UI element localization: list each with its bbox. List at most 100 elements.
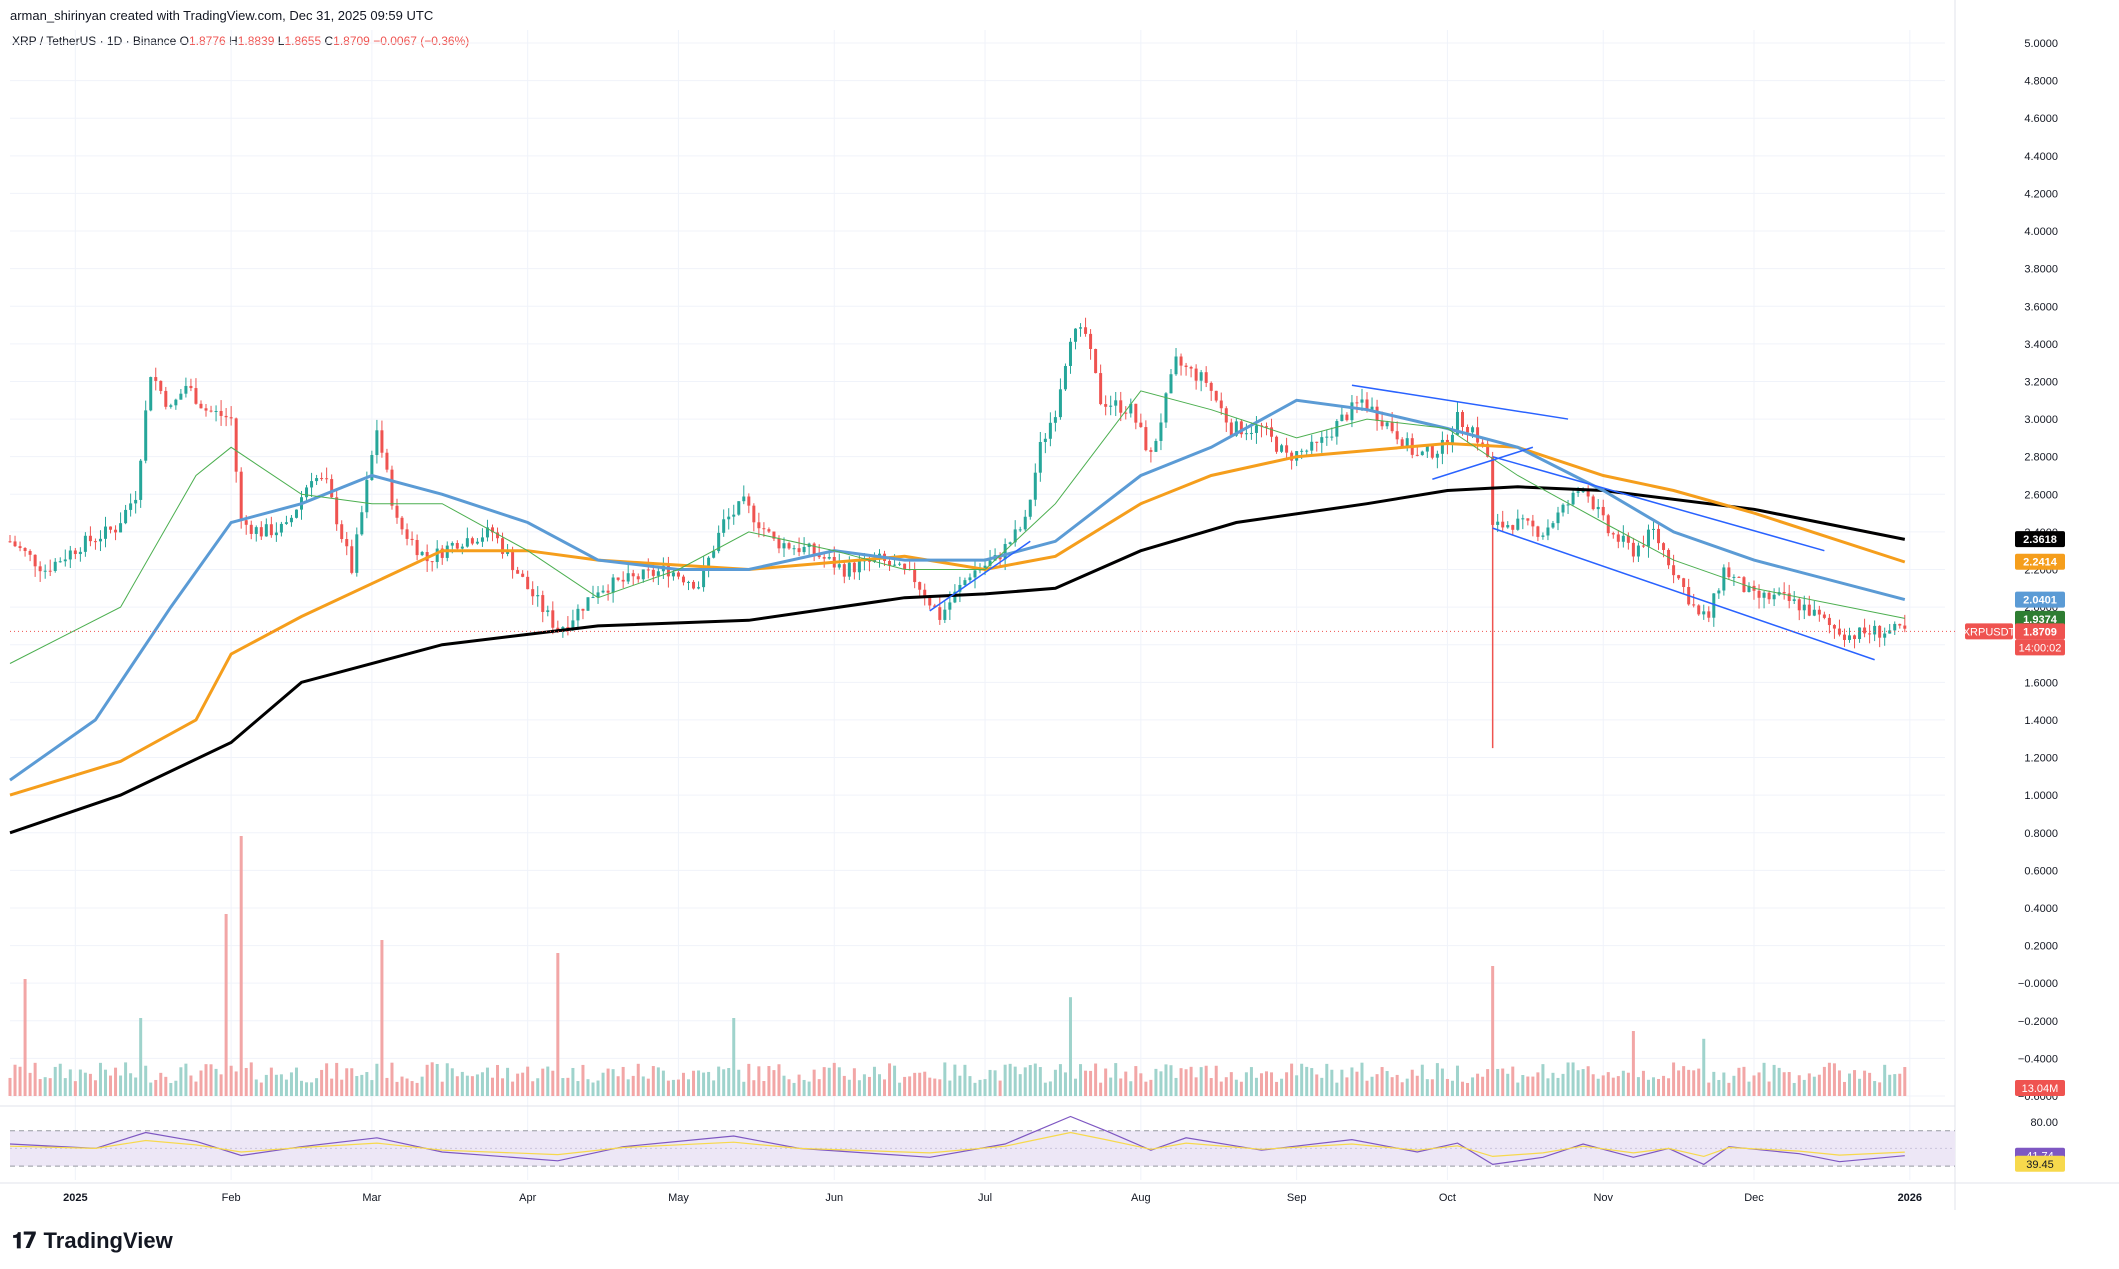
volume-bar xyxy=(345,1068,349,1096)
volume-bar xyxy=(692,1070,696,1096)
rsi-ma-line xyxy=(9,1131,1905,1158)
volume-bar xyxy=(1315,1074,1319,1096)
candle-body xyxy=(1405,438,1409,448)
candle-body xyxy=(134,499,138,504)
price-tick-label: 3.0000 xyxy=(2024,414,2058,426)
volume-bar xyxy=(998,1080,1002,1096)
candle-body xyxy=(1455,412,1459,435)
volume-bar xyxy=(1270,1072,1274,1096)
candle-body xyxy=(1179,356,1183,366)
candle-body xyxy=(1335,421,1339,437)
volume-bar xyxy=(305,1082,309,1096)
candle-body xyxy=(707,557,711,568)
price-axis-badge-label: 2.0401 xyxy=(2023,595,2057,607)
volume-bar xyxy=(189,1075,193,1096)
volume-bar xyxy=(1094,1063,1098,1096)
candle-body xyxy=(837,564,841,568)
candle-body xyxy=(1425,445,1429,452)
volume-bar xyxy=(516,1073,520,1096)
candle-body xyxy=(1651,528,1655,530)
volume-bar xyxy=(752,1080,756,1096)
candle-body xyxy=(762,528,766,530)
volume-bar xyxy=(1611,1077,1615,1096)
volume-bar xyxy=(1626,1072,1630,1096)
volume-bar xyxy=(1792,1082,1796,1096)
volume-bar xyxy=(1516,1082,1520,1096)
volume-bar xyxy=(219,1074,223,1096)
candle-body xyxy=(692,581,696,589)
candle-body xyxy=(1074,328,1078,342)
volume-bar xyxy=(1199,1067,1203,1096)
candle-body xyxy=(1380,420,1384,427)
time-tick-label: Feb xyxy=(222,1192,241,1204)
volume-bar xyxy=(1365,1080,1369,1096)
volume-bar xyxy=(33,1062,37,1096)
volume-bar xyxy=(58,1063,62,1096)
volume-bar xyxy=(787,1079,791,1096)
volume-bar xyxy=(1707,1082,1711,1096)
volume-bar xyxy=(78,1069,82,1096)
volume-bar xyxy=(1194,1077,1198,1096)
volume-bar xyxy=(1385,1071,1389,1096)
volume-bar xyxy=(757,1066,761,1096)
candle-body xyxy=(1898,623,1902,626)
candle-body xyxy=(1320,437,1324,443)
price-tick-label: 3.6000 xyxy=(2024,301,2058,313)
candle-body xyxy=(1571,492,1575,505)
volume-bar xyxy=(1712,1071,1716,1096)
volume-bar xyxy=(1646,1079,1650,1096)
candle-body xyxy=(405,529,409,539)
volume-bar xyxy=(1742,1066,1746,1096)
candle-body xyxy=(958,584,962,592)
time-tick-label: Sep xyxy=(1287,1192,1307,1204)
candle-body xyxy=(812,543,816,555)
candle-body xyxy=(289,517,293,523)
volume-bar xyxy=(284,1079,288,1096)
tradingview-brand[interactable]: 𝟏𝟳 TradingView xyxy=(12,1228,173,1254)
volume-bar xyxy=(1777,1067,1781,1096)
volume-bar xyxy=(1280,1078,1284,1096)
price-tick-label: −0.0000 xyxy=(2018,978,2058,990)
candle-body xyxy=(1546,527,1550,536)
candle-body xyxy=(415,539,419,556)
volume-bar xyxy=(576,1081,580,1096)
price-axis-badge xyxy=(2015,531,2065,548)
volume-bar xyxy=(1450,1080,1454,1096)
price-tick-label: 4.8000 xyxy=(2024,76,2058,88)
time-tick-label: Nov xyxy=(1593,1192,1613,1204)
trend-line xyxy=(1492,455,1825,552)
candle-body xyxy=(465,538,469,547)
volume-bar xyxy=(1129,1081,1133,1096)
volume-bar xyxy=(23,979,27,1096)
volume-bar xyxy=(114,1067,118,1096)
volume-bar xyxy=(978,1079,982,1096)
candle-body xyxy=(1616,534,1620,542)
candle-body xyxy=(1154,440,1158,452)
candle-body xyxy=(1063,365,1067,390)
candle-body xyxy=(1606,515,1610,534)
volume-bar xyxy=(164,1076,168,1096)
candle-body xyxy=(621,579,625,582)
volume-bar xyxy=(360,1074,364,1096)
candle-body xyxy=(184,385,188,394)
symbol-title[interactable]: XRP / TetherUS · 1D · Binance xyxy=(12,34,177,48)
volume-bar xyxy=(435,1063,439,1096)
candle-body xyxy=(410,538,414,540)
candle-body xyxy=(1189,366,1193,369)
candle-body xyxy=(1264,426,1268,428)
volume-bar xyxy=(606,1068,610,1096)
volume-bar xyxy=(1119,1078,1123,1096)
candle-body xyxy=(1214,390,1218,401)
volume-bar xyxy=(1340,1069,1344,1096)
candle-body xyxy=(1003,544,1007,560)
candle-body xyxy=(913,569,917,583)
symbol-legend[interactable]: XRP / TetherUS · 1D · Binance O1.8776 H1… xyxy=(12,34,469,48)
volume-bar xyxy=(883,1079,887,1096)
candle-body xyxy=(1270,427,1274,437)
candle-body xyxy=(279,523,283,533)
volume-bar xyxy=(1657,1078,1661,1096)
volume-bar xyxy=(1903,1067,1907,1096)
candle-body xyxy=(702,567,706,588)
volume-bar xyxy=(1084,1070,1088,1096)
